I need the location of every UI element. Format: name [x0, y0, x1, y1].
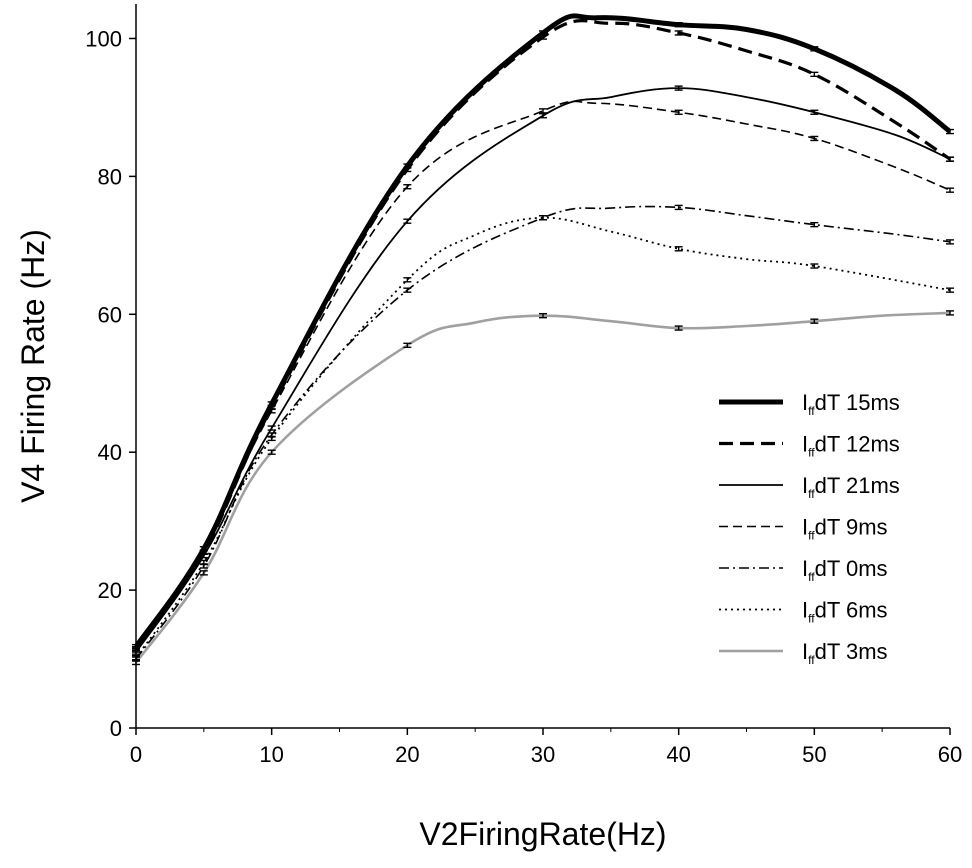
data-point	[810, 46, 819, 52]
data-point	[946, 128, 954, 135]
x-ticks: 0 10 20 30 40 50 60	[130, 728, 962, 767]
data-point	[539, 113, 547, 119]
x-tick-label: 0	[130, 742, 142, 767]
data-point	[403, 166, 412, 173]
data-point	[403, 218, 412, 224]
legend-label: IffdT 6ms	[802, 598, 888, 626]
data-point	[810, 71, 819, 78]
data-point	[539, 215, 547, 221]
data-point	[267, 408, 276, 414]
y-tick-label: 40	[98, 440, 122, 465]
data-point	[674, 246, 683, 252]
legend-item: IffdT 12ms	[719, 432, 900, 460]
legend-label: IffdT 0ms	[802, 556, 888, 584]
data-point	[539, 34, 547, 40]
data-point	[267, 435, 276, 442]
data-point	[946, 239, 954, 245]
data-point	[810, 318, 819, 324]
data-point	[946, 187, 954, 193]
x-tick-label: 30	[531, 742, 555, 767]
data-point	[199, 559, 208, 566]
data-point	[674, 85, 683, 91]
data-point	[946, 310, 954, 316]
data-point	[403, 342, 412, 349]
y-tick-label: 100	[85, 26, 122, 51]
x-tick-label: 40	[666, 742, 690, 767]
legend-item: IffdT 0ms	[719, 556, 888, 584]
y-axis-title: V4 Firing Rate (Hz)	[15, 229, 51, 503]
data-point	[199, 549, 208, 555]
data-point	[403, 287, 412, 293]
x-tick-label: 60	[938, 742, 962, 767]
data-point	[946, 287, 954, 293]
legend-label: IffdT 3ms	[802, 639, 888, 667]
x-tick-label: 50	[802, 742, 826, 767]
legend-label: IffdT 9ms	[802, 515, 888, 543]
data-point	[539, 312, 547, 319]
data-point	[132, 647, 140, 653]
data-point	[674, 30, 683, 36]
x-tick-label: 20	[395, 742, 419, 767]
y-tick-label: 60	[98, 302, 122, 327]
legend-item: IffdT 3ms	[719, 639, 888, 667]
legend-label: IffdT 15ms	[802, 390, 900, 418]
data-point	[403, 184, 412, 190]
data-point	[267, 449, 276, 455]
legend-label: IffdT 21ms	[802, 473, 900, 501]
data-point	[132, 659, 140, 666]
data-point	[810, 109, 819, 115]
data-point	[810, 221, 819, 228]
legend: IffdT 15ms IffdT 12ms IffdT 21ms IffdT 9ms I…	[719, 390, 900, 667]
data-point	[539, 108, 547, 114]
y-tick-label: 20	[98, 578, 122, 603]
x-axis-title: V2FiringRate(Hz)	[419, 816, 666, 852]
y-tick-label: 80	[98, 164, 122, 189]
legend-item: IffdT 6ms	[719, 598, 888, 626]
x-tick-label: 10	[259, 742, 283, 767]
data-point	[674, 109, 683, 115]
data-point	[946, 156, 954, 162]
data-point	[674, 325, 683, 331]
y-tick-label: 0	[110, 716, 122, 741]
data-point	[132, 654, 140, 661]
data-point	[674, 204, 683, 211]
legend-label: IffdT 12ms	[802, 432, 900, 460]
legend-item: IffdT 9ms	[719, 515, 888, 543]
errorbar-layer	[132, 21, 954, 666]
data-point	[810, 135, 819, 142]
data-point	[267, 425, 276, 431]
data-point	[810, 263, 819, 269]
legend-item: IffdT 21ms	[719, 473, 900, 501]
data-point	[674, 21, 683, 28]
y-ticks: 0 20 40 60 80 100	[85, 26, 136, 741]
legend-item: IffdT 15ms	[719, 390, 900, 418]
data-point	[199, 570, 208, 576]
data-point	[403, 277, 412, 283]
